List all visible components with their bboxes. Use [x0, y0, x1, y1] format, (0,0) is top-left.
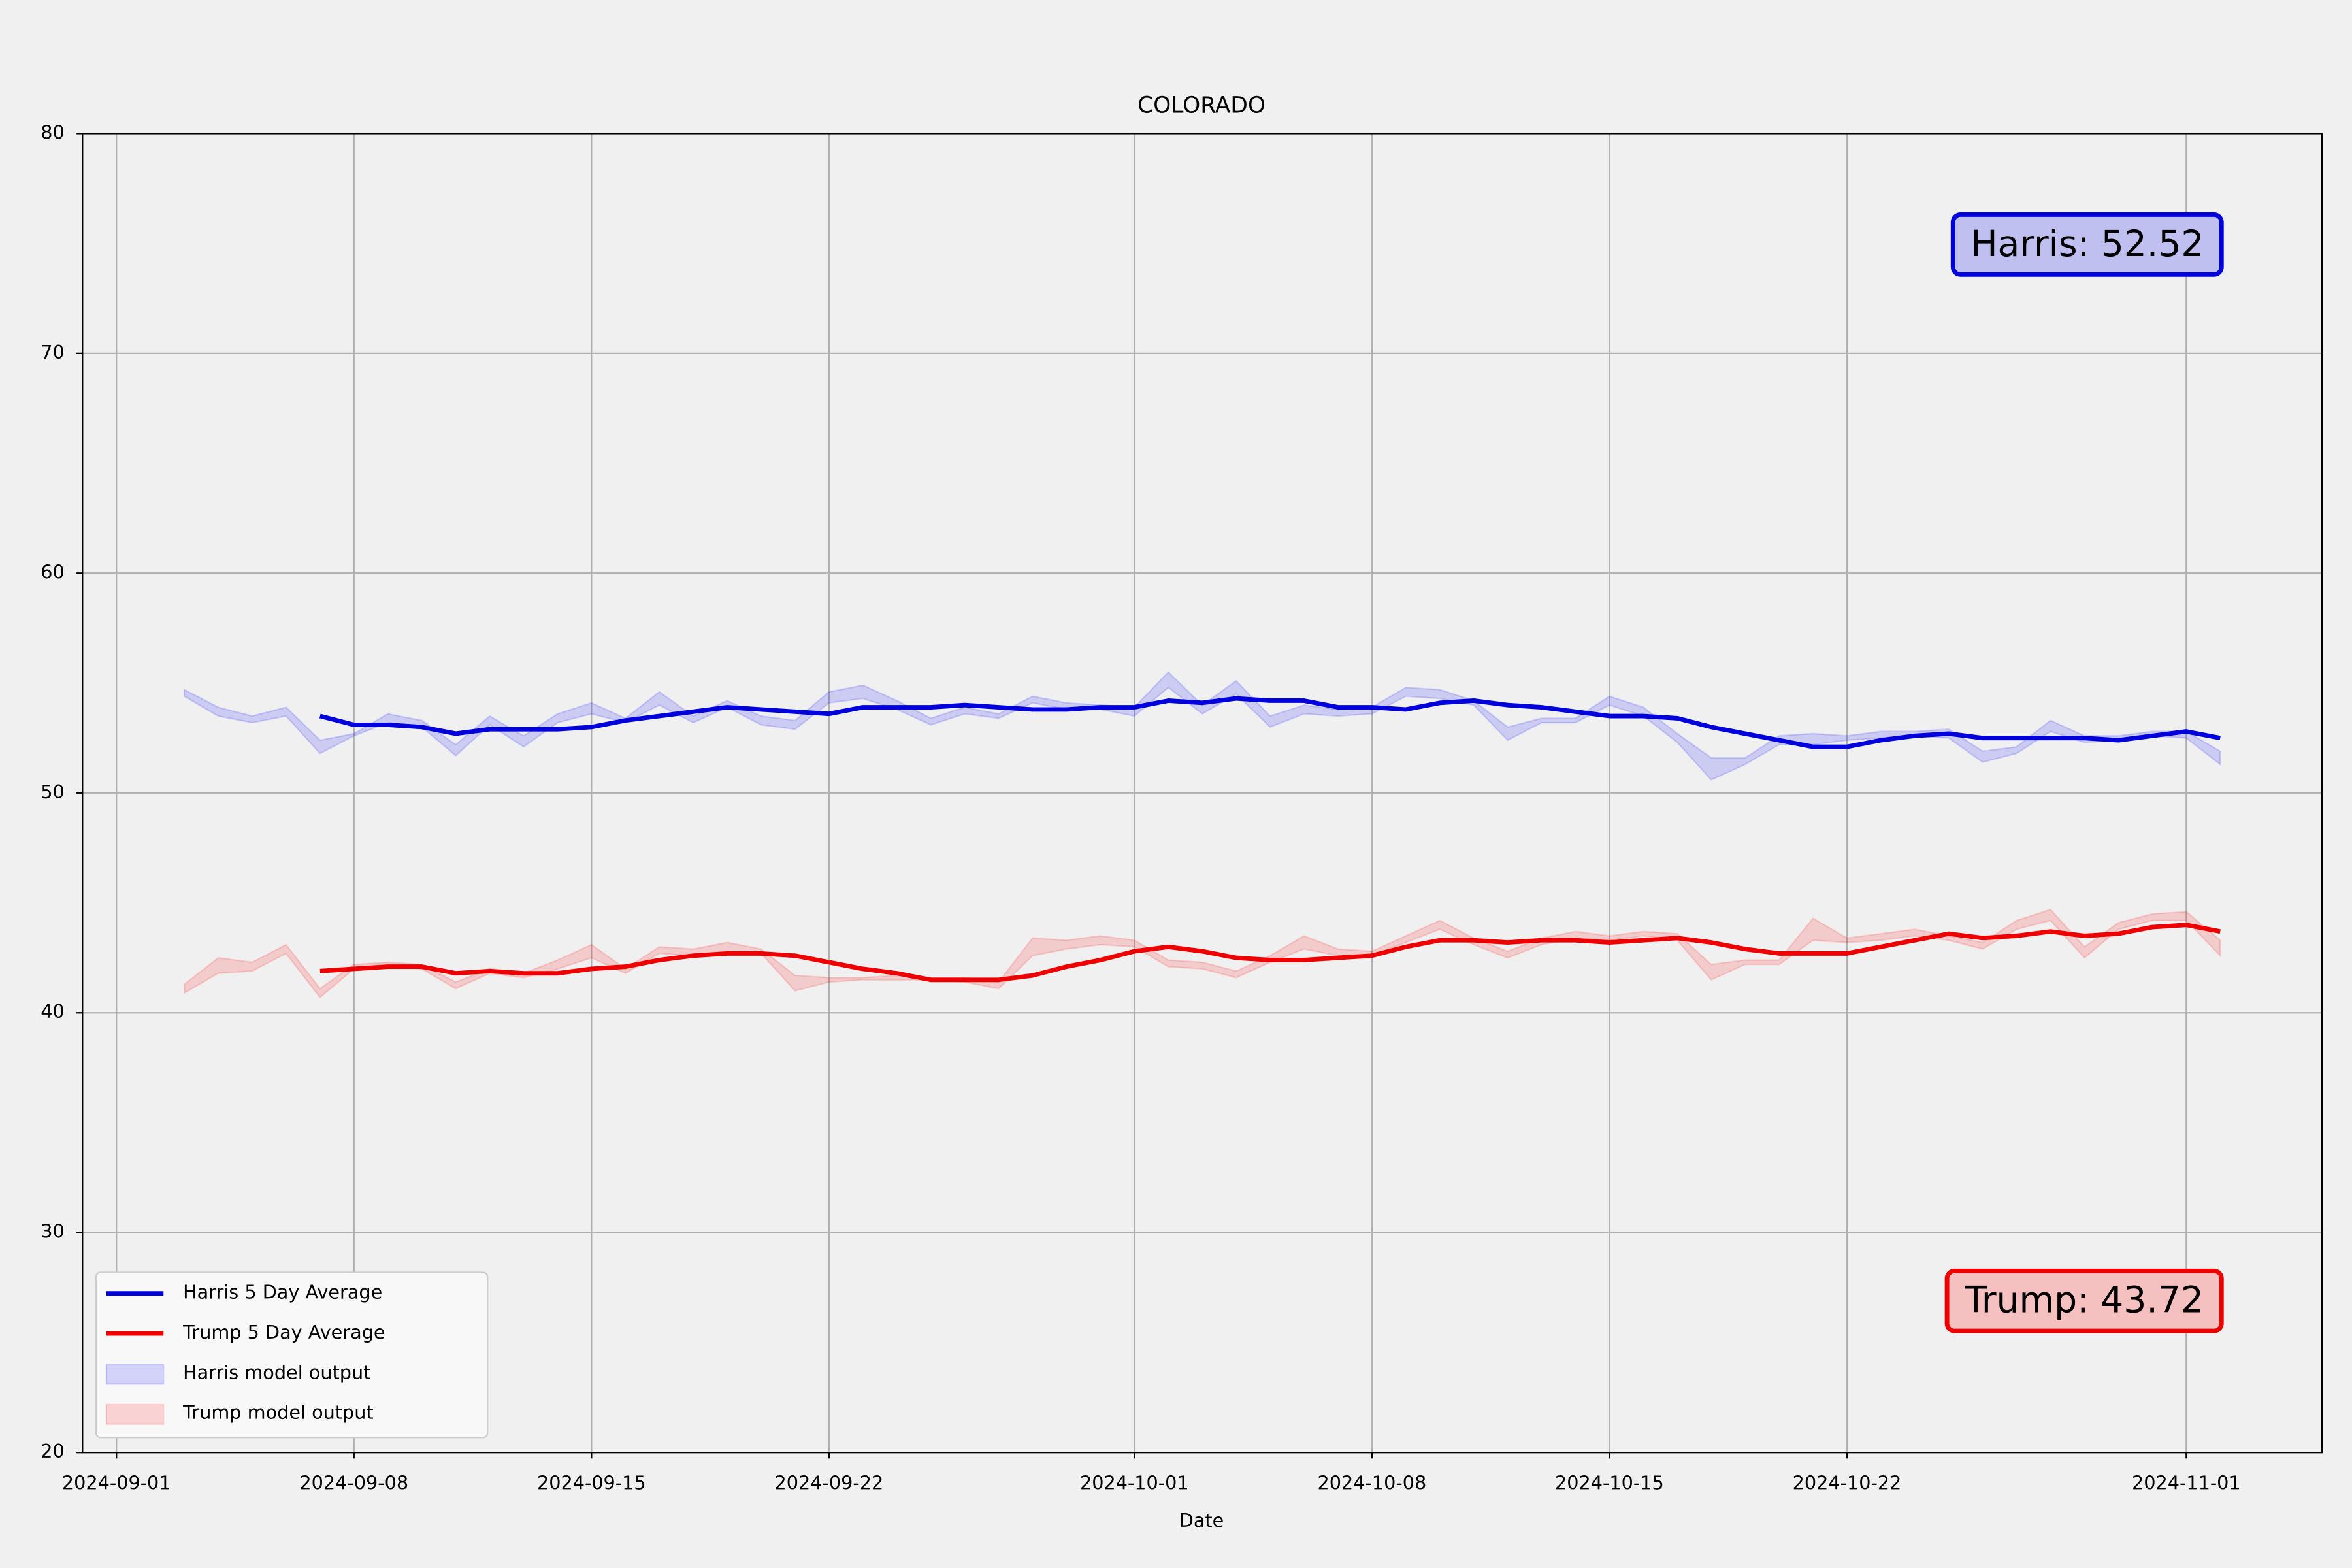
y-tick-label: 50 — [41, 781, 65, 803]
annotation: Harris: 52.52 — [1970, 223, 2204, 265]
x-tick-label: 2024-09-01 — [62, 1471, 171, 1494]
y-tick-label: 60 — [41, 561, 65, 583]
x-axis-label: Date — [1179, 1509, 1224, 1531]
series-line — [319, 696, 2221, 749]
legend-label: Harris model output — [183, 1361, 370, 1383]
series-line — [319, 923, 2221, 983]
x-tick-label: 2024-09-22 — [775, 1471, 884, 1494]
annotation-box — [1944, 1268, 2224, 1333]
legend-label: Trump 5 Day Average — [182, 1321, 385, 1343]
legend-swatch — [105, 1403, 165, 1425]
annotation: Trump: 43.72 — [1964, 1279, 2204, 1321]
y-tick-label: 30 — [41, 1220, 65, 1243]
x-tick-label: 2024-09-15 — [537, 1471, 646, 1494]
plot-frame — [82, 133, 2323, 1454]
band-area — [183, 671, 2221, 781]
x-tick-label: 2024-10-01 — [1080, 1471, 1189, 1494]
y-tick-label: 80 — [41, 121, 65, 143]
y-tick-label: 70 — [41, 341, 65, 363]
x-tick-label: 2024-10-15 — [1555, 1471, 1664, 1494]
chart-title: COLORADO — [1137, 93, 1266, 119]
legend-label: Harris 5 Day Average — [183, 1281, 382, 1303]
legend-label: Trump model output — [182, 1401, 374, 1424]
legend-swatch — [105, 1364, 165, 1385]
legend-box — [95, 1271, 489, 1439]
x-tick-label: 2024-10-08 — [1318, 1471, 1427, 1494]
annotation-box — [1950, 212, 2224, 277]
x-tick-label: 2024-09-08 — [299, 1471, 408, 1494]
y-tick-label: 20 — [41, 1440, 65, 1462]
y-tick-label: 40 — [41, 1000, 65, 1022]
x-tick-label: 2024-11-01 — [2132, 1471, 2241, 1494]
x-tick-label: 2024-10-22 — [1793, 1471, 1902, 1494]
band-area — [183, 908, 2221, 999]
